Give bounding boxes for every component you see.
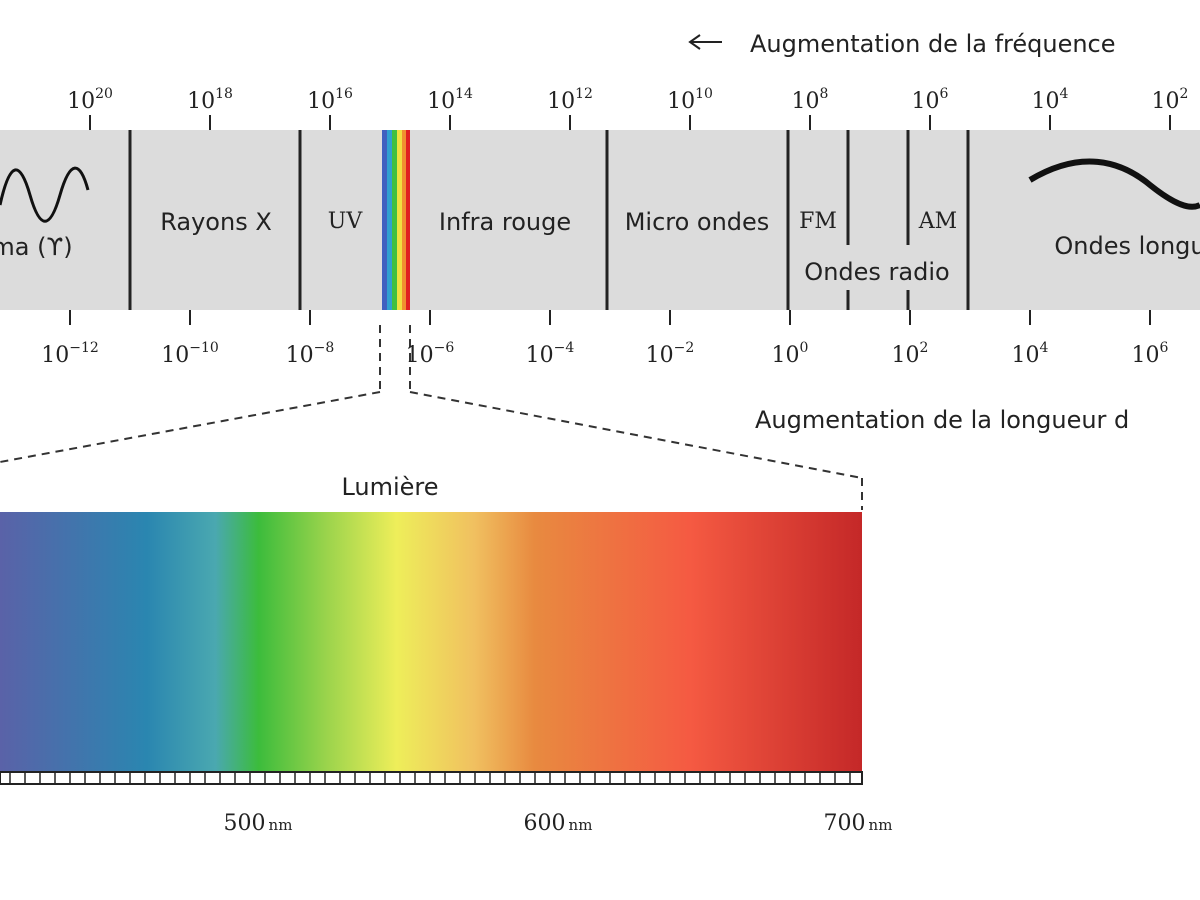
wavelength-tick-label-base: 10 xyxy=(646,343,674,368)
frequency-tick-label: 1016 xyxy=(307,86,353,114)
frequency-tick-label-exp: 14 xyxy=(455,86,473,102)
frequency-tick-label: 1010 xyxy=(667,86,713,114)
frequency-tick-label: 1018 xyxy=(187,86,233,114)
wavelength-label: Augmentation de la longueur d xyxy=(755,406,1129,434)
frequency-tick-label-exp: 6 xyxy=(940,86,949,102)
frequency-tick-label-base: 10 xyxy=(547,89,575,114)
wavelength-tick-label-base: 10 xyxy=(41,343,69,368)
frequency-tick-label-exp: 12 xyxy=(575,86,593,102)
wavelength-tick-label: 10−6 xyxy=(406,340,455,368)
region-label: FM xyxy=(799,209,837,234)
frequency-tick-label-exp: 20 xyxy=(95,86,113,102)
wavelength-tick-label-exp: 2 xyxy=(920,340,929,356)
wavelength-tick-label-base: 10 xyxy=(406,343,434,368)
gamma-wave xyxy=(0,166,90,223)
wavelength-tick-label-exp: 6 xyxy=(1160,340,1169,356)
region-label: Rayons X xyxy=(160,208,272,236)
region-label: UV xyxy=(328,209,364,234)
frequency-tick-label-base: 10 xyxy=(667,89,695,114)
frequency-tick-label-base: 10 xyxy=(1152,89,1180,114)
wavelength-tick-label: 104 xyxy=(1012,340,1049,368)
frequency-tick-label-exp: 2 xyxy=(1180,86,1189,102)
frequency-tick-label: 1012 xyxy=(547,86,593,114)
wavelength-tick-label-base: 10 xyxy=(286,343,314,368)
wavelength-tick-label-exp: −8 xyxy=(314,340,335,356)
visible-strip xyxy=(382,130,410,310)
nm-unit: nm xyxy=(569,816,593,834)
long-wave xyxy=(1028,158,1200,210)
region-label: ma (ϒ) xyxy=(0,233,73,261)
frequency-tick-label-exp: 8 xyxy=(820,86,829,102)
nm-label: 700 nm xyxy=(824,811,893,836)
region-label: Ondes longu xyxy=(1054,232,1200,260)
wavelength-tick-label: 10−10 xyxy=(161,340,219,368)
wavelength-tick-label-base: 10 xyxy=(526,343,554,368)
wavelength-tick-label-exp: 4 xyxy=(1040,340,1049,356)
wavelength-tick-label: 106 xyxy=(1132,340,1169,368)
wavelength-tick-label: 10−4 xyxy=(526,340,575,368)
arrow xyxy=(688,34,722,50)
nm-unit: nm xyxy=(869,816,893,834)
wavelength-tick-label-base: 10 xyxy=(161,343,189,368)
visible-spectrum xyxy=(0,512,862,772)
frequency-tick-label-exp: 18 xyxy=(215,86,233,102)
nm-label: 600 nm xyxy=(524,811,593,836)
visible-label: Lumière xyxy=(341,473,438,501)
frequency-tick-label: 1014 xyxy=(427,86,473,114)
wavelength-tick-label: 100 xyxy=(772,340,809,368)
frequency-label: Augmentation de la fréquence xyxy=(750,30,1116,58)
wavelength-tick-label-base: 10 xyxy=(1132,343,1160,368)
nm-value: 700 xyxy=(824,811,866,836)
frequency-tick-label-base: 10 xyxy=(67,89,95,114)
nm-label: 500 nm xyxy=(224,811,293,836)
wavelength-tick-label-exp: 0 xyxy=(800,340,809,356)
wavelength-tick-label-exp: −4 xyxy=(554,340,575,356)
region-label: AM xyxy=(918,209,957,234)
wavelength-tick-label: 10−12 xyxy=(41,340,99,368)
wavelength-tick-label: 10−2 xyxy=(646,340,695,368)
nm-value: 500 xyxy=(224,811,266,836)
ruler-ticks xyxy=(9,772,851,784)
region-label: Micro ondes xyxy=(625,208,770,236)
frequency-tick-label-exp: 4 xyxy=(1060,86,1069,102)
wavelength-tick-label: 102 xyxy=(892,340,929,368)
frequency-tick-label: 108 xyxy=(792,86,829,114)
nm-unit: nm xyxy=(269,816,293,834)
wavelength-tick-label-exp: −10 xyxy=(189,340,219,356)
spectrum-band xyxy=(0,130,1200,310)
frequency-tick-label: 106 xyxy=(912,86,949,114)
region-dividers xyxy=(128,130,970,310)
frequency-tick-label-base: 10 xyxy=(307,89,335,114)
nm-value: 600 xyxy=(524,811,566,836)
frequency-tick-label-exp: 10 xyxy=(695,86,713,102)
zoom-lines xyxy=(0,325,863,510)
wavelength-tick-label: 10−8 xyxy=(286,340,335,368)
frequency-tick-label-base: 10 xyxy=(912,89,940,114)
wavelength-tick-label-base: 10 xyxy=(1012,343,1040,368)
frequency-tick-label: 104 xyxy=(1032,86,1069,114)
frequency-tick-label: 102 xyxy=(1152,86,1189,114)
wavelength-tick-label-exp: −6 xyxy=(434,340,455,356)
wavelength-tick-label-exp: −2 xyxy=(674,340,695,356)
wavelength-tick-label-base: 10 xyxy=(772,343,800,368)
frequency-tick-label: 1020 xyxy=(67,86,113,114)
wavelength-tick-label-exp: −12 xyxy=(69,340,99,356)
frequency-tick-label-base: 10 xyxy=(427,89,455,114)
ruler xyxy=(0,771,863,785)
frequency-tick-label-base: 10 xyxy=(1032,89,1060,114)
region-label: Ondes radio xyxy=(804,258,949,286)
region-label: Infra rouge xyxy=(439,208,571,236)
wavelength-tick-label-base: 10 xyxy=(892,343,920,368)
frequency-tick-label-base: 10 xyxy=(187,89,215,114)
frequency-tick-label-exp: 16 xyxy=(335,86,353,102)
frequency-tick-label-base: 10 xyxy=(792,89,820,114)
